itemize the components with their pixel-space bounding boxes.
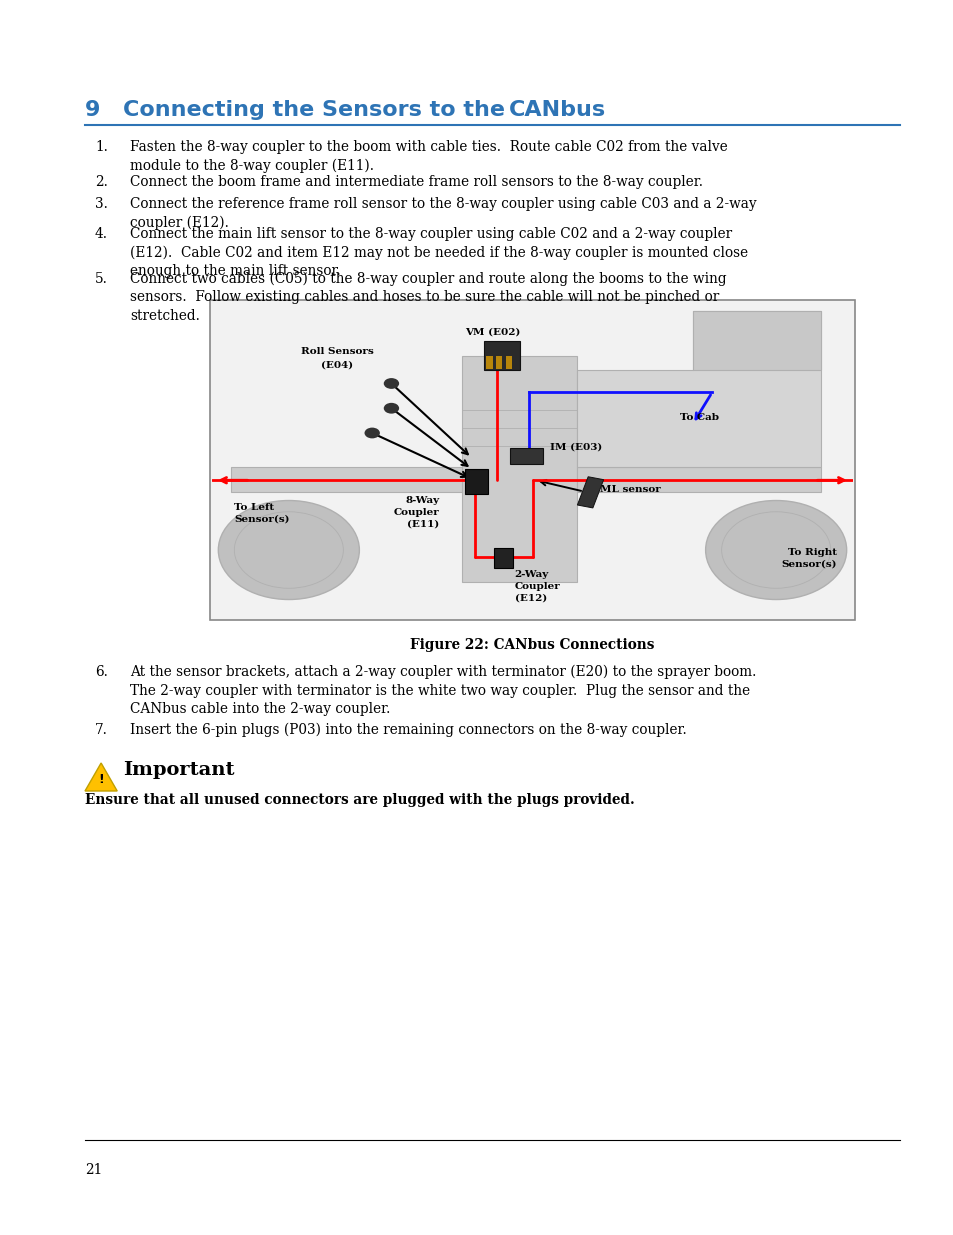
Text: 2.: 2. bbox=[95, 175, 108, 189]
Bar bbox=[465, 469, 487, 494]
Text: VM (E02): VM (E02) bbox=[464, 327, 520, 336]
Text: Sensor(s): Sensor(s) bbox=[234, 515, 290, 524]
Bar bbox=[210, 300, 854, 620]
Bar bbox=[577, 467, 821, 492]
Text: IM (E03): IM (E03) bbox=[550, 443, 602, 452]
Text: stretched.: stretched. bbox=[130, 309, 200, 324]
Text: 21: 21 bbox=[85, 1163, 102, 1177]
Text: (E04): (E04) bbox=[320, 361, 353, 369]
Text: !: ! bbox=[98, 773, 104, 787]
Text: (E12): (E12) bbox=[514, 594, 546, 603]
Bar bbox=[496, 357, 502, 369]
Circle shape bbox=[705, 500, 846, 599]
Circle shape bbox=[364, 427, 379, 438]
Text: 5.: 5. bbox=[95, 272, 108, 287]
Bar bbox=[692, 311, 821, 370]
Text: Insert the 6-pin plugs (P03) into the remaining connectors on the 8-way coupler.: Insert the 6-pin plugs (P03) into the re… bbox=[130, 722, 686, 737]
Text: CANbus cable into the 2-way coupler.: CANbus cable into the 2-way coupler. bbox=[130, 701, 390, 716]
Bar bbox=[461, 357, 577, 582]
Text: 2-Way: 2-Way bbox=[514, 571, 548, 579]
Text: Connect the main lift sensor to the 8-way coupler using cable C02 and a 2-way co: Connect the main lift sensor to the 8-wa… bbox=[130, 227, 731, 241]
Text: The 2-way coupler with terminator is the white two way coupler.  Plug the sensor: The 2-way coupler with terminator is the… bbox=[130, 683, 749, 698]
Text: To Left: To Left bbox=[234, 503, 274, 511]
Bar bbox=[510, 448, 543, 463]
Text: ML sensor: ML sensor bbox=[599, 485, 659, 494]
Text: sensors.  Follow existing cables and hoses to be sure the cable will not be pinc: sensors. Follow existing cables and hose… bbox=[130, 290, 719, 305]
Text: (E12).  Cable C02 and item E12 may not be needed if the 8-way coupler is mounted: (E12). Cable C02 and item E12 may not be… bbox=[130, 246, 747, 259]
Text: 7.: 7. bbox=[95, 722, 108, 737]
Text: Coupler: Coupler bbox=[394, 508, 439, 516]
Text: At the sensor brackets, attach a 2-way coupler with terminator (E20) to the spra: At the sensor brackets, attach a 2-way c… bbox=[130, 664, 756, 679]
Bar bbox=[486, 357, 493, 369]
Text: 1.: 1. bbox=[95, 140, 108, 154]
Text: enough to the main lift sensor.: enough to the main lift sensor. bbox=[130, 264, 340, 278]
Text: Fasten the 8-way coupler to the boom with cable ties.  Route cable C02 from the : Fasten the 8-way coupler to the boom wit… bbox=[130, 140, 727, 154]
Bar bbox=[577, 477, 603, 508]
Circle shape bbox=[383, 378, 398, 389]
Text: (E11): (E11) bbox=[407, 520, 439, 529]
Text: Connect the boom frame and intermediate frame roll sensors to the 8-way coupler.: Connect the boom frame and intermediate … bbox=[130, 175, 702, 189]
Circle shape bbox=[218, 500, 359, 599]
Text: Coupler: Coupler bbox=[514, 582, 559, 592]
Bar bbox=[505, 357, 512, 369]
Text: coupler (E12).: coupler (E12). bbox=[130, 215, 229, 230]
Text: module to the 8-way coupler (E11).: module to the 8-way coupler (E11). bbox=[130, 158, 374, 173]
Text: 9: 9 bbox=[85, 100, 100, 120]
Text: Connect two cables (C05) to the 8-way coupler and route along the booms to the w: Connect two cables (C05) to the 8-way co… bbox=[130, 272, 726, 287]
Bar bbox=[231, 467, 461, 492]
Text: Important: Important bbox=[123, 761, 234, 779]
Text: Connecting the Sensors to the: Connecting the Sensors to the bbox=[123, 100, 512, 120]
Text: Ensure that all unused connectors are plugged with the plugs provided.: Ensure that all unused connectors are pl… bbox=[85, 793, 634, 806]
Text: 3.: 3. bbox=[95, 198, 108, 211]
Text: Sensor(s): Sensor(s) bbox=[781, 559, 836, 569]
Text: Connect the reference frame roll sensor to the 8-way coupler using cable C03 and: Connect the reference frame roll sensor … bbox=[130, 198, 756, 211]
Text: 4.: 4. bbox=[95, 227, 108, 241]
Text: To Right: To Right bbox=[787, 548, 836, 557]
Text: Figure 22: CANbus Connections: Figure 22: CANbus Connections bbox=[410, 638, 654, 652]
Text: To Cab: To Cab bbox=[679, 412, 719, 421]
Polygon shape bbox=[577, 311, 821, 467]
Circle shape bbox=[383, 403, 398, 414]
Text: 6.: 6. bbox=[95, 664, 108, 679]
Polygon shape bbox=[85, 763, 117, 790]
Bar bbox=[494, 548, 513, 568]
Text: CANbus: CANbus bbox=[509, 100, 605, 120]
Text: 8-Way: 8-Way bbox=[405, 496, 439, 505]
Bar bbox=[484, 341, 519, 370]
Text: Roll Sensors: Roll Sensors bbox=[300, 347, 373, 357]
